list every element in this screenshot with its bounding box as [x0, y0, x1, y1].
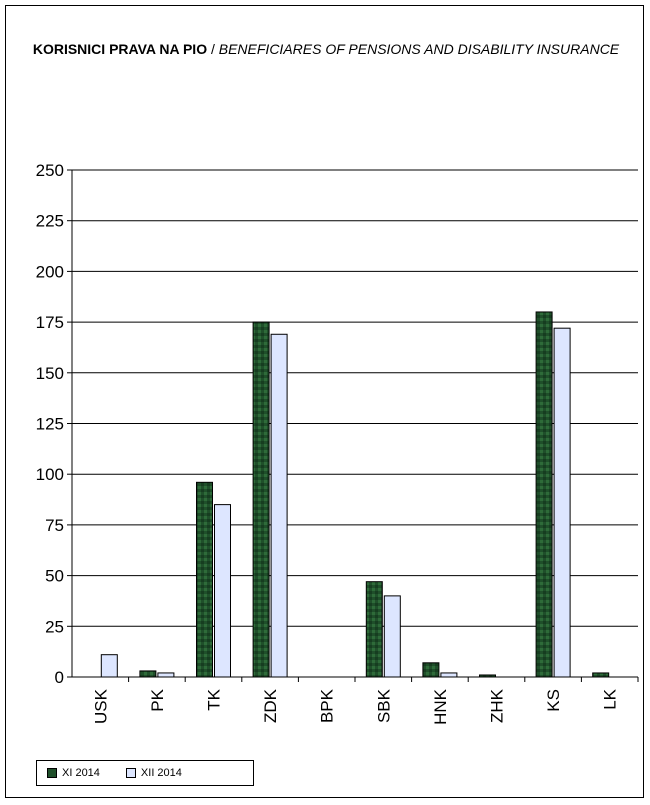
chart-title-separator: /	[207, 41, 219, 57]
legend-label-xi-2014: XI 2014	[62, 767, 100, 779]
bar-sbk-xi-2014	[365, 581, 383, 678]
y-tick-label-250: 250	[36, 161, 64, 180]
bar-hnk-xi-2014	[422, 662, 440, 678]
x-tick-label-hnk: HNK	[431, 688, 450, 725]
bar-hnk-xii-2014	[440, 672, 458, 678]
y-tick-label-225: 225	[36, 212, 64, 231]
y-tick-label-50: 50	[45, 567, 64, 586]
x-tick-label-bpk: BPK	[318, 688, 337, 723]
chart-title-italic: BENEFICIARES OF PENSIONS AND DISABILITY …	[218, 41, 620, 57]
bar-tk-xii-2014	[214, 504, 231, 678]
y-tick-label-150: 150	[36, 364, 64, 383]
chart-title-bold: KORISNICI PRAVA NA PIO	[32, 41, 208, 57]
x-tick-label-pk: PK	[148, 688, 167, 711]
legend: XI 2014 XII 2014	[36, 760, 254, 786]
bar-usk-xii-2014	[100, 654, 118, 678]
bar-tk-xi-2014	[196, 481, 213, 678]
chart-title: KORISNICI PRAVA NA PIO / BENEFICIARES OF…	[20, 38, 632, 60]
y-tick-label-75: 75	[45, 516, 64, 535]
x-tick-label-zdk: ZDK	[261, 688, 280, 723]
y-tick-label-125: 125	[36, 415, 64, 434]
bar-ks-xii-2014	[553, 327, 571, 678]
bar-zdk-xi-2014	[252, 321, 270, 678]
x-tick-label-usk: USK	[91, 688, 110, 724]
y-tick-label-0: 0	[55, 668, 64, 687]
bar-zdk-xii-2014	[270, 333, 288, 678]
bar-zhk-xi-2014	[479, 674, 496, 678]
legend-swatch-xii-2014	[125, 768, 136, 778]
bar-pk-xii-2014	[157, 672, 175, 678]
x-tick-label-tk: TK	[205, 688, 224, 710]
y-tick-label-100: 100	[36, 465, 64, 484]
bar-lk-xi-2014	[592, 672, 610, 678]
bar-pk-xi-2014	[139, 670, 157, 678]
legend-item-xi-2014: XI 2014	[47, 767, 100, 779]
bar-ks-xi-2014	[535, 311, 553, 678]
bar-sbk-xii-2014	[383, 595, 401, 678]
y-tick-label-200: 200	[36, 262, 64, 281]
legend-label-xii-2014: XII 2014	[140, 767, 182, 779]
x-tick-label-ks: KS	[544, 689, 563, 712]
y-tick-label-175: 175	[36, 313, 64, 332]
legend-item-xii-2014: XII 2014	[125, 767, 182, 779]
x-tick-label-sbk: SBK	[374, 688, 393, 723]
y-tick-label-25: 25	[45, 617, 64, 636]
x-tick-label-lk: LK	[601, 688, 620, 709]
x-tick-label-zhk: ZHK	[488, 688, 507, 723]
legend-swatch-xi-2014	[47, 768, 57, 778]
